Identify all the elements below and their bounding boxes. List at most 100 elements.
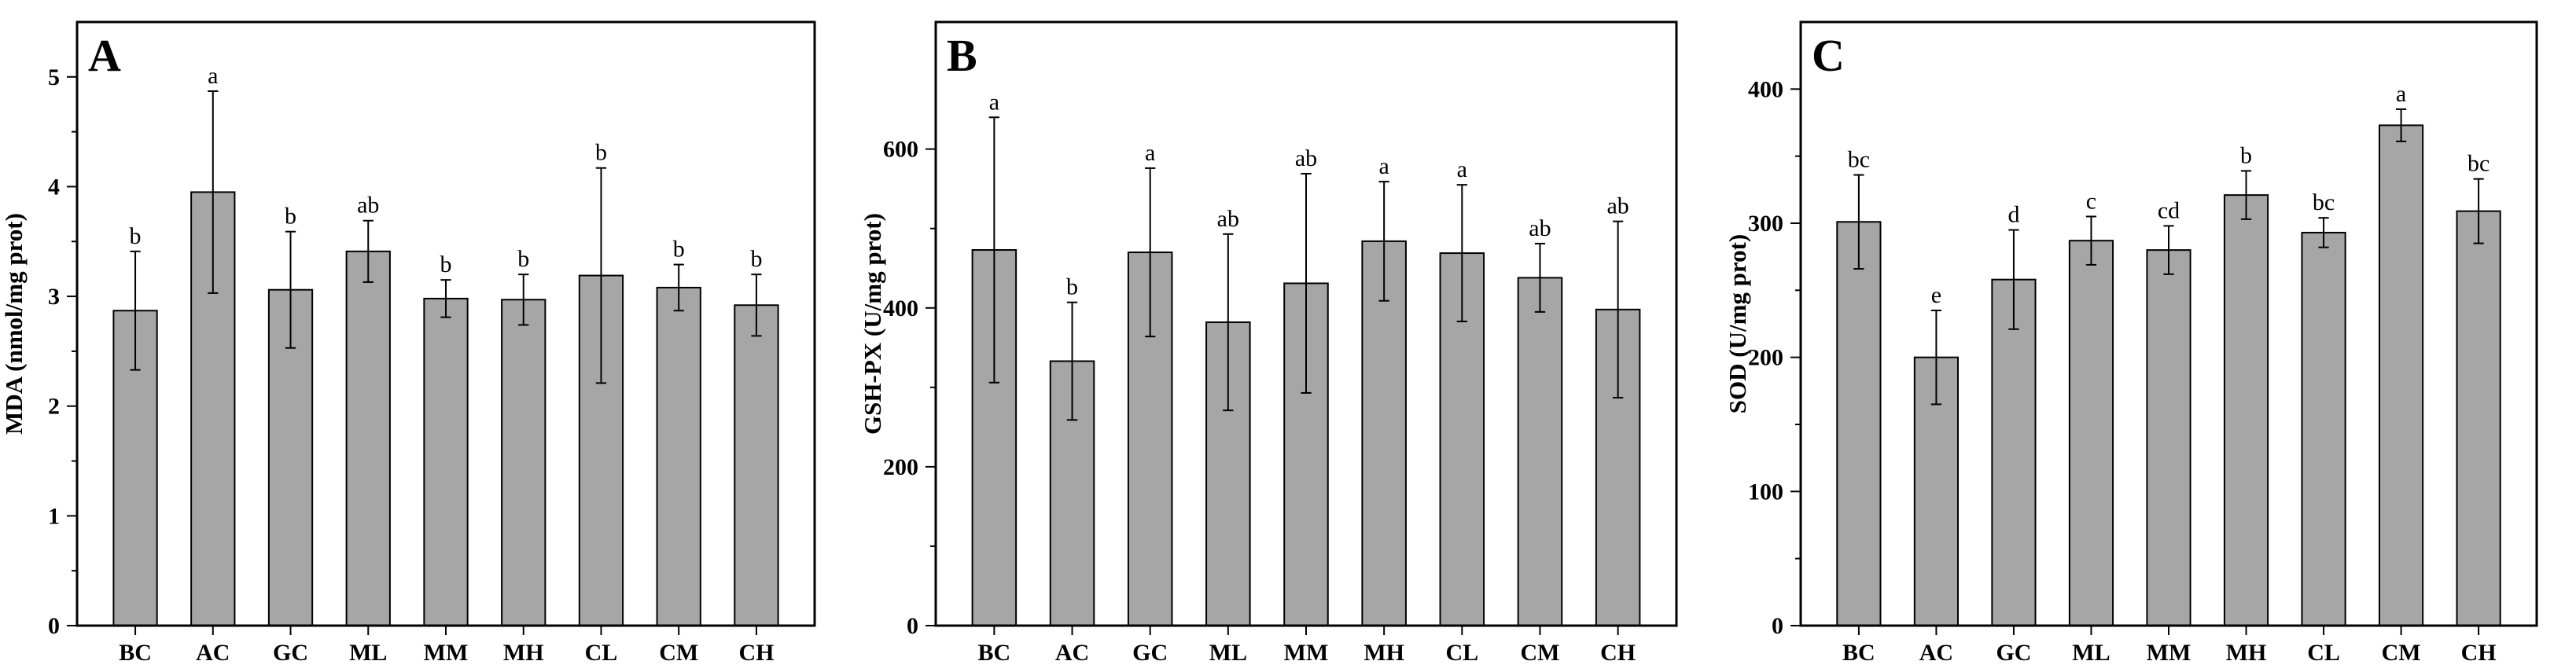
error-bar-ac — [1066, 301, 1078, 421]
y-tick-label-4: 4 — [48, 174, 60, 200]
x-tick-label-ch: CH — [1600, 640, 1636, 666]
significance-label-ml: ab — [357, 193, 379, 218]
y-tick-label-2: 2 — [48, 394, 60, 420]
plot-frame — [75, 20, 816, 627]
x-tick-label-ch: CH — [738, 640, 774, 666]
y-axis-title: GSH-PX (U/mg prot) — [859, 213, 886, 435]
panel-label: C — [1812, 30, 1845, 81]
panel-label: A — [88, 30, 121, 81]
significance-label-gc: b — [285, 204, 296, 230]
y-tick-label-3: 3 — [48, 284, 60, 310]
x-tick-label-mm: MM — [2147, 640, 2191, 666]
error-bar-cl — [2318, 217, 2329, 248]
significance-label-ml: ab — [1217, 206, 1239, 232]
error-bar-cm — [673, 263, 684, 312]
error-bar-cl — [1456, 184, 1467, 322]
x-tick-label-ac: AC — [1919, 640, 1953, 666]
x-tick-label-bc: BC — [119, 640, 152, 666]
bar-gc — [1991, 278, 2037, 626]
x-tick-label-cm: CM — [659, 640, 698, 666]
y-tick-label-2: 400 — [883, 296, 918, 321]
error-bar-mh — [518, 274, 529, 326]
x-tick-label-cl: CL — [1445, 640, 1478, 666]
error-bar-mh — [2240, 170, 2252, 220]
y-axis-title: MDA (nmol/mg prot) — [0, 213, 28, 435]
significance-label-gc: a — [1145, 140, 1155, 166]
error-bar-mm — [1301, 173, 1312, 394]
error-bar-ch — [1612, 220, 1624, 398]
error-bar-gc — [2008, 229, 2019, 330]
y-tick-label-0: 0 — [1772, 613, 1783, 639]
error-bar-cl — [595, 167, 607, 384]
x-tick-label-mm: MM — [1284, 640, 1329, 666]
significance-label-bc: b — [130, 223, 142, 249]
error-bar-mm — [440, 279, 451, 318]
y-tick-label-1: 200 — [883, 454, 918, 480]
bar-cl — [2301, 231, 2346, 626]
error-bar-ac — [1930, 309, 1942, 406]
x-tick-label-cm: CM — [1520, 640, 1559, 666]
bar-ch — [734, 304, 779, 626]
bar-cm — [656, 286, 701, 626]
bar-cm — [2378, 124, 2424, 626]
significance-label-cm: b — [673, 237, 685, 263]
significance-label-ac: b — [1066, 274, 1078, 300]
x-tick-label-bc: BC — [1842, 640, 1875, 666]
chart-panel-a: b BC a AC b GC ab ML b MM b MH b CL b CM b CH 0 1 2 3 4 5 MDA (n… — [0, 20, 816, 666]
panel-label: B — [947, 30, 977, 81]
y-tick-label-0: 0 — [907, 613, 918, 639]
x-tick-label-ac: AC — [196, 640, 230, 666]
error-bar-ml — [362, 219, 374, 283]
error-bar-ch — [751, 274, 762, 337]
y-axis-title: SOD (U/mg prot) — [1724, 234, 1751, 413]
significance-label-cm: a — [2396, 81, 2406, 107]
significance-label-gc: d — [2007, 202, 2019, 228]
bar-ml — [2068, 240, 2114, 626]
x-tick-label-cl: CL — [2307, 640, 2340, 666]
significance-label-ch: ab — [1606, 193, 1628, 219]
significance-label-ac: a — [208, 63, 218, 89]
error-bar-gc — [1145, 167, 1156, 338]
x-tick-label-mm: MM — [424, 640, 469, 666]
bar-mm — [2146, 249, 2191, 626]
bar-ch — [2456, 210, 2501, 626]
significance-label-mm: cd — [2158, 197, 2180, 223]
bar-cm — [1517, 277, 1563, 626]
x-tick-label-gc: GC — [273, 640, 308, 666]
significance-label-mh: a — [1378, 153, 1389, 179]
error-bar-ml — [2085, 215, 2097, 266]
error-bar-ac — [208, 90, 219, 294]
significance-label-ch: b — [750, 246, 762, 272]
plot-frame — [1799, 20, 2538, 627]
error-bar-gc — [285, 230, 296, 349]
significance-label-mh: b — [2240, 142, 2252, 168]
x-tick-label-cl: CL — [585, 640, 618, 666]
significance-label-cl: a — [1457, 156, 1467, 182]
error-bar-bc — [1853, 174, 1864, 270]
significance-label-cl: b — [595, 140, 607, 166]
x-tick-label-ml: ML — [2072, 640, 2110, 666]
y-tick-label-5: 5 — [48, 64, 60, 90]
x-tick-label-gc: GC — [1996, 640, 2031, 666]
error-bar-bc — [988, 116, 1000, 384]
significance-label-cm: ab — [1529, 215, 1551, 241]
x-tick-label-ml: ML — [349, 640, 387, 666]
error-bar-bc — [130, 250, 141, 371]
bar-ml — [345, 250, 391, 626]
significance-label-cl: bc — [2313, 189, 2335, 215]
x-tick-label-ch: CH — [2461, 640, 2497, 666]
error-bar-ml — [1223, 233, 1234, 412]
y-tick-label-3: 300 — [1748, 211, 1783, 237]
plot-frame — [934, 20, 1678, 627]
chart-panel-c: bc BC e AC d GC c ML cd MM b MH bc CL a CM bc CH 0 100 200 30… — [1724, 20, 2538, 666]
error-bar-ch — [2473, 178, 2484, 244]
x-tick-label-mh: MH — [1363, 640, 1404, 666]
bar-mm — [423, 297, 469, 626]
significance-label-ac: e — [1931, 282, 1941, 308]
x-tick-label-bc: BC — [978, 640, 1011, 666]
significance-label-mm: b — [440, 252, 452, 277]
x-tick-label-ml: ML — [1209, 640, 1247, 666]
x-tick-label-cm: CM — [2382, 640, 2421, 666]
chart-panel-b: a BC b AC a GC ab ML ab MM a MH a CL ab CM ab CH 0 200 400 60… — [859, 20, 1678, 666]
